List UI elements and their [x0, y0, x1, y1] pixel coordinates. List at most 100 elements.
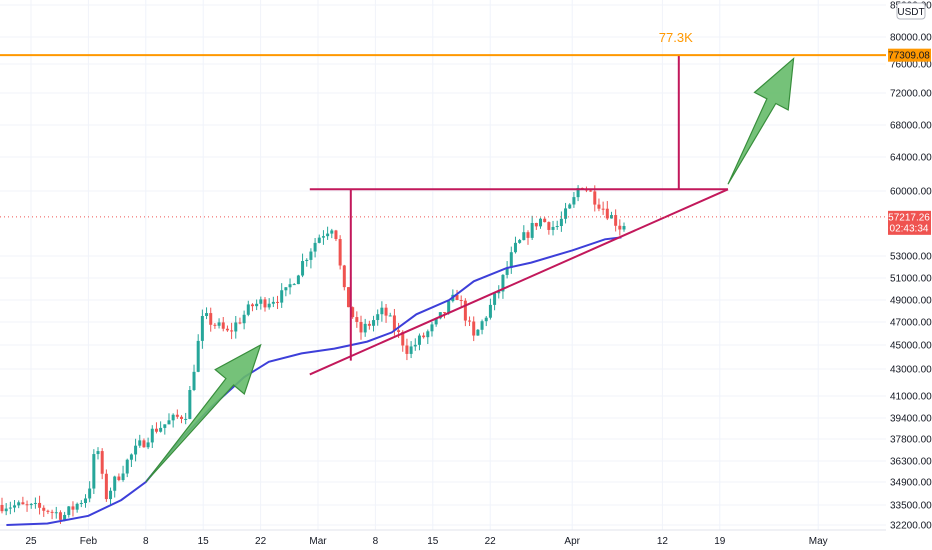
price-tick-label: 60000.00	[890, 187, 932, 198]
candle-body	[121, 473, 125, 481]
candle-body	[83, 498, 87, 504]
candle-body	[209, 313, 213, 325]
moving-average-line	[6, 236, 622, 526]
candle-body	[589, 190, 593, 192]
candle-body	[564, 208, 568, 219]
price-tick-label: 72000.00	[890, 89, 932, 100]
candle-body	[497, 291, 501, 294]
candle-body	[534, 222, 538, 227]
candle-body	[501, 274, 505, 292]
candle-body	[367, 323, 371, 326]
candle-body	[559, 218, 563, 227]
time-tick-label: May	[809, 536, 828, 547]
candle-body	[192, 371, 196, 390]
candle-body	[296, 275, 300, 285]
time-tick-label: Feb	[80, 536, 98, 547]
candle-body	[21, 502, 25, 505]
candle-body	[230, 330, 234, 332]
candle-body	[342, 265, 346, 288]
candle-body	[522, 232, 526, 241]
candle-body	[146, 442, 150, 448]
candle-body	[484, 317, 488, 322]
candle-body	[54, 512, 58, 514]
candle-body	[138, 440, 142, 446]
candle-body	[321, 236, 325, 238]
candle-body	[346, 287, 350, 308]
candle-body	[129, 454, 133, 460]
candle-body	[58, 512, 62, 520]
candle-body	[338, 239, 342, 266]
candle-body	[4, 508, 8, 512]
price-axis-ticks: 85000.0080000.0076000.0072000.0068000.00…	[890, 1, 932, 532]
currency-label: USDT	[897, 7, 924, 18]
candle-body	[539, 218, 543, 227]
candle-body	[188, 389, 192, 419]
price-tick-label: 64000.00	[890, 153, 932, 164]
candle-body	[305, 259, 309, 262]
candle-body	[109, 490, 113, 500]
candle-body	[614, 215, 618, 226]
trend-arrow	[727, 57, 795, 185]
candle-body	[543, 218, 547, 223]
time-axis-ticks: 25 Feb 8 15 22 Mar 8 15 22 Apr 12 19 May	[0, 529, 886, 547]
candle-body	[205, 313, 209, 316]
candle-body	[422, 335, 426, 338]
candle-body	[313, 242, 317, 252]
candle-body	[317, 237, 321, 243]
time-tick-label: 22	[485, 536, 497, 547]
price-axis[interactable]	[886, 0, 932, 550]
candle-body	[238, 322, 242, 324]
candle-body	[555, 226, 559, 228]
candle-body	[263, 299, 267, 308]
candle-body	[384, 307, 388, 316]
price-tick-label: 32200.00	[890, 521, 932, 532]
candle-body	[0, 505, 4, 512]
candle-body	[250, 304, 254, 307]
countdown-value: 02:43:34	[890, 223, 929, 234]
trend-arrow	[145, 343, 262, 483]
support-line	[309, 188, 729, 376]
candle-body	[409, 346, 413, 354]
price-tick-label: 49000.00	[890, 296, 932, 307]
candle-body	[246, 304, 250, 315]
candle-body	[438, 312, 442, 319]
candle-body	[392, 315, 396, 331]
candle-body	[301, 261, 305, 276]
candle-body	[271, 301, 275, 304]
candle-body	[430, 324, 434, 332]
candle-body	[63, 514, 67, 520]
candle-body	[200, 315, 204, 341]
candle-body	[468, 320, 472, 322]
candle-body	[79, 503, 83, 505]
price-tick-label: 45000.00	[890, 341, 932, 352]
candle-body	[434, 318, 438, 325]
time-tick-label: 22	[255, 536, 267, 547]
time-tick-label: Mar	[309, 536, 327, 547]
target-price-tag: 77309.08	[888, 48, 931, 62]
candle-body	[17, 502, 21, 506]
candle-body	[397, 330, 401, 332]
price-tick-label: 68000.00	[890, 121, 932, 132]
candle-body	[163, 424, 167, 428]
candle-body	[493, 293, 497, 305]
candle-body	[217, 322, 221, 326]
candle-body	[372, 320, 376, 326]
candle-body	[509, 252, 513, 268]
price-tick-label: 41000.00	[890, 392, 932, 403]
candle-body	[284, 287, 288, 291]
time-tick-label: 8	[143, 536, 149, 547]
currency-badge[interactable]: USDT	[896, 2, 926, 20]
candle-body	[292, 284, 296, 286]
candle-body	[326, 233, 330, 237]
candle-body	[472, 321, 476, 336]
candle-body	[255, 303, 259, 307]
candle-body	[50, 511, 54, 513]
candle-body	[388, 315, 392, 317]
candle-body	[104, 473, 108, 500]
time-tick-label: 12	[657, 536, 669, 547]
candle-body	[196, 340, 200, 372]
candle-body	[526, 232, 530, 238]
time-tick-label: 19	[714, 536, 726, 547]
time-tick-label: Apr	[564, 536, 580, 547]
